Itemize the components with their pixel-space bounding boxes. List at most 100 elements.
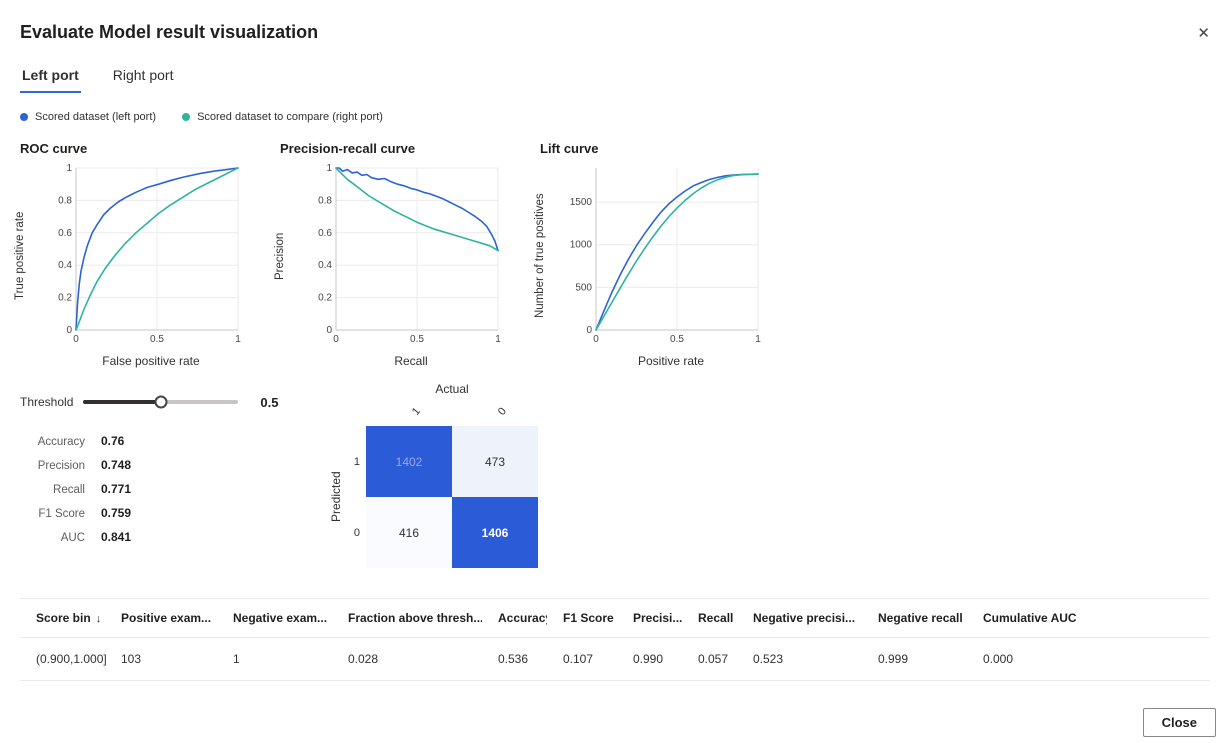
close-icon[interactable]: ✕ (1197, 25, 1210, 42)
lift-plot: 0 500 1000 1500 0 0.5 1 (570, 168, 761, 345)
roc-chart: ROC curve True positive rate 0 0.2 0.4 0.6 0… (14, 141, 248, 368)
svg-text:0.5: 0.5 (670, 334, 684, 345)
column-header[interactable]: Cumulative AUC (983, 611, 1077, 625)
table-row: (0.900,1.000] 103 1 0.028 0.536 0.107 0.990 0.0… (20, 637, 1210, 681)
matrix-cell: 1406 (452, 497, 538, 568)
slider-track-filled (83, 400, 161, 404)
sort-descending-icon: ↓ (95, 613, 102, 625)
matrix-cell: 473 (452, 426, 538, 497)
x-axis-label: False positive rate (102, 354, 200, 368)
table-body: (0.900,1.000] 103 1 0.028 0.536 0.107 0.990 0.0… (20, 637, 1210, 681)
y-axis-label: Precision (274, 232, 286, 280)
svg-text:1500: 1500 (570, 197, 593, 208)
y-axis-label: True positive rate (14, 211, 26, 301)
precision-recall-chart: Precision-recall curve Precision 0 0.2 0.4… (274, 141, 508, 368)
metric-precision: Precision 0.748 (20, 458, 320, 472)
table-cell: 1 (217, 637, 332, 681)
roc-plot: 0 0.2 0.4 0.6 0.8 1 0 0.5 1 (58, 163, 241, 345)
precision-recall-plot: 0 0.2 0.4 0.6 0.8 1 0 0.5 1 (318, 163, 501, 345)
tab-right-port[interactable]: Right port (112, 67, 174, 83)
matrix-row-label: 0 (353, 526, 360, 539)
table-cell: 0.990 (617, 637, 682, 681)
metric-recall: Recall 0.771 (20, 482, 320, 496)
table-cell: 0.107 (547, 637, 617, 681)
matrix-predicted-label: Predicted (329, 471, 343, 523)
threshold-value: 0.5 (260, 394, 279, 410)
table-cell: 0.028 (332, 637, 482, 681)
x-axis-label: Recall (394, 354, 428, 368)
metric-accuracy: Accuracy 0.76 (20, 434, 320, 448)
svg-text:0.5: 0.5 (150, 334, 164, 345)
legend-label: Scored dataset to compare (right port) (197, 111, 383, 123)
metric-label: Accuracy (37, 436, 85, 448)
legend-dot-icon (182, 113, 191, 121)
confusion-matrix-grid: 1402 473 416 1406 (366, 426, 538, 568)
column-header[interactable]: Recall (698, 611, 734, 625)
tab-bar: Left port Right port (20, 67, 1210, 93)
score-bin-table: Score bin ↓ Positive exam... Negative exam.… (20, 598, 1210, 681)
svg-text:0.2: 0.2 (58, 293, 72, 304)
dialog-header: Evaluate Model result visualization (20, 22, 1210, 43)
column-header[interactable]: Positive exam... (121, 611, 212, 625)
metric-value: 0.771 (101, 482, 132, 496)
tab-left-port[interactable]: Left port (20, 67, 81, 93)
svg-text:0.4: 0.4 (58, 260, 72, 271)
close-button[interactable]: Close (1142, 708, 1216, 737)
matrix-row-label: 1 (353, 455, 360, 468)
threshold-metrics-panel: Threshold 0.5 Accuracy 0.76 Precision 0.748… (20, 394, 320, 554)
threshold-and-matrix-section: Threshold 0.5 Accuracy 0.76 Precision 0.748… (20, 382, 1210, 568)
table-cell: (0.900,1.000] (20, 637, 107, 681)
svg-text:0: 0 (593, 334, 599, 345)
svg-text:1: 1 (755, 334, 761, 345)
y-axis-label: Number of true positives (534, 193, 546, 319)
matrix-col-label: 0 (495, 405, 509, 418)
threshold-slider[interactable] (83, 394, 239, 410)
metric-label: Recall (53, 484, 85, 496)
metric-value: 0.76 (101, 434, 125, 448)
threshold-label: Threshold (20, 395, 74, 409)
metrics-list: Accuracy 0.76 Precision 0.748 Recall 0.771 F1 … (20, 434, 320, 544)
svg-text:1: 1 (66, 163, 72, 174)
legend-item: Scored dataset (left port) (20, 111, 156, 123)
metric-label: Precision (37, 460, 85, 472)
svg-text:1: 1 (495, 334, 501, 345)
column-header[interactable]: Accuracy (498, 611, 547, 625)
table-header-row: Score bin ↓ Positive exam... Negative exam.… (20, 598, 1210, 638)
column-header[interactable]: F1 Score (563, 611, 614, 625)
threshold-row: Threshold 0.5 (20, 394, 320, 410)
svg-text:0.8: 0.8 (58, 195, 72, 206)
column-header[interactable]: Precisi... (633, 611, 682, 625)
table-cell: 0.536 (482, 637, 547, 681)
svg-text:0: 0 (586, 325, 592, 336)
column-header[interactable]: Fraction above thresh... (348, 611, 482, 625)
svg-text:1: 1 (326, 163, 332, 174)
metric-label: AUC (60, 532, 85, 544)
chart-title: Lift curve (540, 141, 599, 156)
svg-text:0: 0 (333, 334, 339, 345)
svg-text:0.8: 0.8 (318, 195, 332, 206)
slider-thumb[interactable] (154, 395, 168, 409)
metric-f1-score: F1 Score 0.759 (20, 506, 320, 520)
svg-text:0: 0 (66, 325, 72, 336)
x-axis-label: Positive rate (637, 354, 705, 368)
column-header[interactable]: Negative exam... (233, 611, 328, 625)
svg-text:0.5: 0.5 (410, 334, 424, 345)
column-header[interactable]: Negative precisi... (753, 611, 856, 625)
svg-text:1000: 1000 (570, 240, 593, 251)
metric-label: F1 Score (38, 508, 85, 520)
table-cell: 103 (105, 637, 217, 681)
svg-text:0.2: 0.2 (318, 293, 332, 304)
svg-text:0: 0 (73, 334, 79, 345)
metric-value: 0.841 (101, 530, 132, 544)
column-header[interactable]: Score bin ↓ (36, 611, 102, 625)
page-title: Evaluate Model result visualization (20, 22, 319, 42)
table-cell: 0.057 (682, 637, 737, 681)
charts-row: ROC curve True positive rate 0 0.2 0.4 0.6 0… (14, 141, 1210, 368)
matrix-cell: 1402 (366, 426, 452, 497)
chart-title: Precision-recall curve (280, 141, 416, 156)
table-cell: 0.999 (862, 637, 967, 681)
column-header[interactable]: Negative recall (878, 611, 963, 625)
